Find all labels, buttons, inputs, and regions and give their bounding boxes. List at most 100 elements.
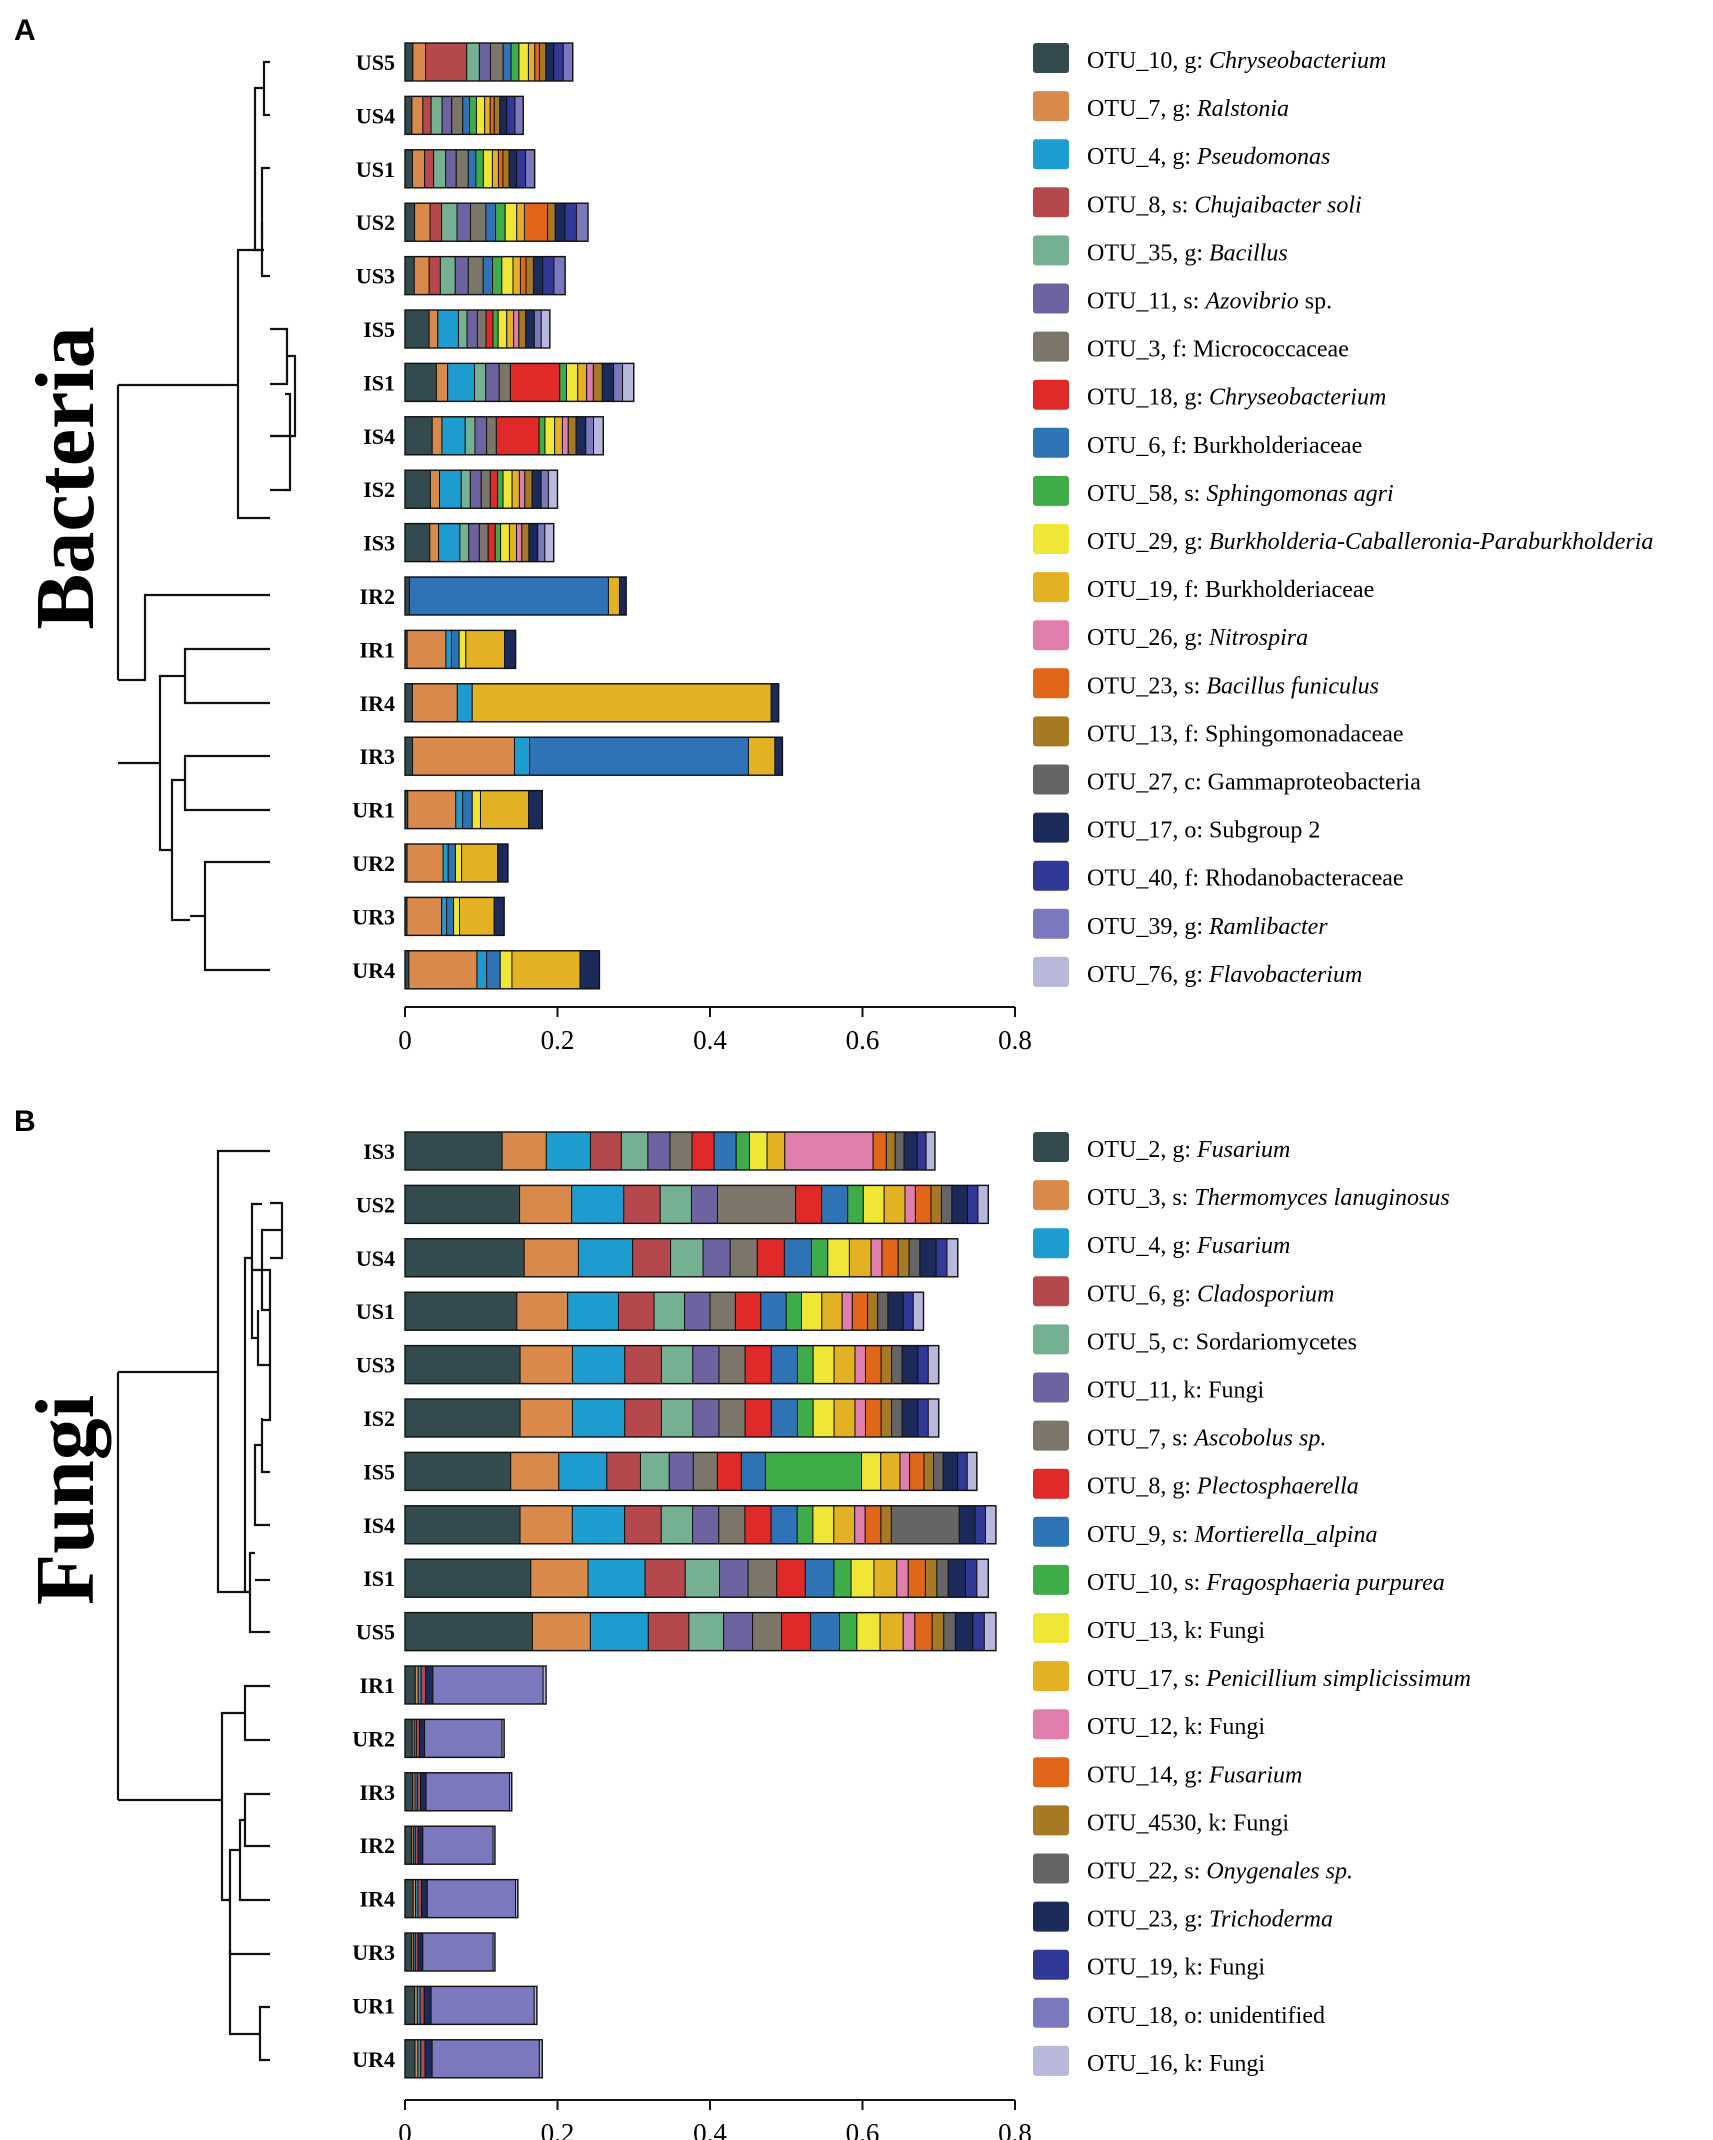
bar-segment — [510, 1451, 560, 1491]
bar-segment — [764, 1451, 863, 1491]
bar-segment — [516, 1291, 569, 1331]
bar-segment — [461, 843, 499, 883]
bar-segment — [589, 1612, 649, 1652]
dendrogram-branch — [220, 1711, 245, 1902]
bar-segment — [833, 1558, 852, 1598]
bar-outline — [404, 629, 517, 670]
legend-swatch — [1033, 1132, 1069, 1162]
bar-segment — [404, 1505, 521, 1545]
bar-outline — [404, 1505, 997, 1545]
bar-outline — [404, 950, 601, 990]
x-axis: 0 0.2 0.4 0.6 0.8 — [398, 2099, 1032, 2140]
bar-segment — [485, 202, 497, 242]
legend-swatch — [1033, 668, 1069, 699]
bar-segment — [404, 1131, 503, 1171]
bar-segment — [455, 149, 469, 189]
bar-segment — [404, 1612, 533, 1652]
bar-segment — [589, 1131, 622, 1171]
bar-segment — [519, 1184, 573, 1224]
bar-segment — [587, 1558, 646, 1598]
legend-swatch — [1033, 283, 1069, 314]
legend-swatch — [1033, 43, 1069, 73]
bar-segment — [441, 896, 448, 936]
bar-segment — [883, 1184, 906, 1224]
sample-label: IR2 — [360, 584, 395, 609]
tick-label: 0.8 — [998, 2118, 1032, 2140]
bar-segment — [497, 149, 504, 189]
bar-segment — [454, 256, 469, 296]
legend: OTU_10, g: Chryseobacterium OTU_7, g: Ral… — [1033, 43, 1653, 988]
sample-label: IS5 — [363, 1459, 395, 1484]
bar-segment — [879, 1612, 904, 1652]
bar-segment — [575, 416, 587, 456]
bar-segment — [451, 95, 464, 135]
bar-segment — [404, 1558, 532, 1598]
bar-outline — [404, 1238, 959, 1278]
sample-label: US1 — [356, 1299, 395, 1324]
bar-segment — [783, 1238, 812, 1278]
bar-segment — [497, 469, 504, 509]
bar-segment — [532, 256, 544, 296]
sample-label: UR1 — [352, 1993, 395, 2018]
bar-segment — [716, 1451, 742, 1491]
legend-item: OTU_2, g: Fusarium — [1033, 1132, 1290, 1163]
sample-label: US1 — [356, 157, 395, 182]
legend-label: OTU_19, f: Burkholderiaceae — [1087, 577, 1374, 603]
bar-segment — [413, 256, 430, 296]
bar-segment — [456, 683, 473, 723]
legend-swatch — [1033, 1757, 1069, 1788]
bar-segment — [966, 1184, 979, 1224]
bar-segment — [540, 469, 549, 509]
legend-label: OTU_3, f: Micrococcaceae — [1087, 337, 1349, 363]
bar-segment — [624, 1505, 662, 1545]
bar-segment — [445, 629, 452, 669]
bar-outline — [404, 1291, 925, 1331]
bar-segment — [692, 1505, 720, 1545]
bar-segment — [796, 1398, 814, 1438]
bar-outline — [404, 1665, 547, 1705]
bar-segment — [660, 1345, 694, 1385]
bar-segment — [516, 523, 523, 563]
stacked-bar — [404, 1825, 496, 1865]
legend-swatch — [1033, 1709, 1069, 1740]
bar-segment — [833, 1398, 856, 1438]
legend-item: OTU_5, c: Sordariomycetes — [1033, 1324, 1357, 1355]
tick-label: 0.2 — [541, 1025, 575, 1055]
bar-segment — [907, 1558, 926, 1598]
legend-swatch — [1033, 524, 1069, 554]
bar-segment — [471, 683, 772, 723]
legend-label: OTU_10, s: Fragosphaeria purpurea — [1087, 1570, 1445, 1596]
dendrogram-branch — [243, 1256, 252, 1594]
bar-segment — [426, 1879, 516, 1919]
bar-segment — [450, 629, 460, 669]
stacked-bar — [404, 789, 543, 830]
bar-segment — [506, 309, 515, 349]
legend-item: OTU_19, f: Burkholderiaceae — [1033, 572, 1374, 603]
tick-label: 0.8 — [998, 1025, 1032, 1055]
legend-swatch — [1033, 235, 1069, 266]
x-axis: 0 0.2 0.4 0.6 0.8 — [398, 1006, 1032, 1055]
bar-outline — [404, 683, 780, 723]
bar-segment — [489, 95, 495, 135]
legend-label: OTU_58, s: Sphingomonas agri — [1087, 481, 1394, 507]
stacked-bar — [404, 576, 627, 616]
bar-segment — [531, 469, 542, 509]
bar-segment — [644, 1558, 686, 1598]
legend-label: OTU_23, s: Bacillus funiculus — [1087, 673, 1379, 699]
bar-segment — [518, 309, 527, 349]
bar-segment — [513, 309, 520, 349]
bar-segment — [523, 1238, 579, 1278]
legend: OTU_2, g: Fusarium OTU_3, s: Thermomyces … — [1033, 1132, 1471, 2077]
bar-segment — [735, 1131, 750, 1171]
bar-outline — [404, 42, 574, 82]
bar-segment — [927, 1345, 940, 1385]
bar-segment — [529, 736, 749, 776]
bar-segment — [511, 469, 520, 509]
bar-segment — [974, 1505, 986, 1545]
legend-item: OTU_7, s: Ascobolus sp. — [1033, 1420, 1326, 1452]
bar-segment — [425, 42, 468, 82]
dendrogram-branch — [260, 1418, 270, 1474]
bar-segment — [437, 309, 459, 349]
legend-swatch — [1033, 1853, 1069, 1884]
bar-segment — [430, 95, 443, 135]
